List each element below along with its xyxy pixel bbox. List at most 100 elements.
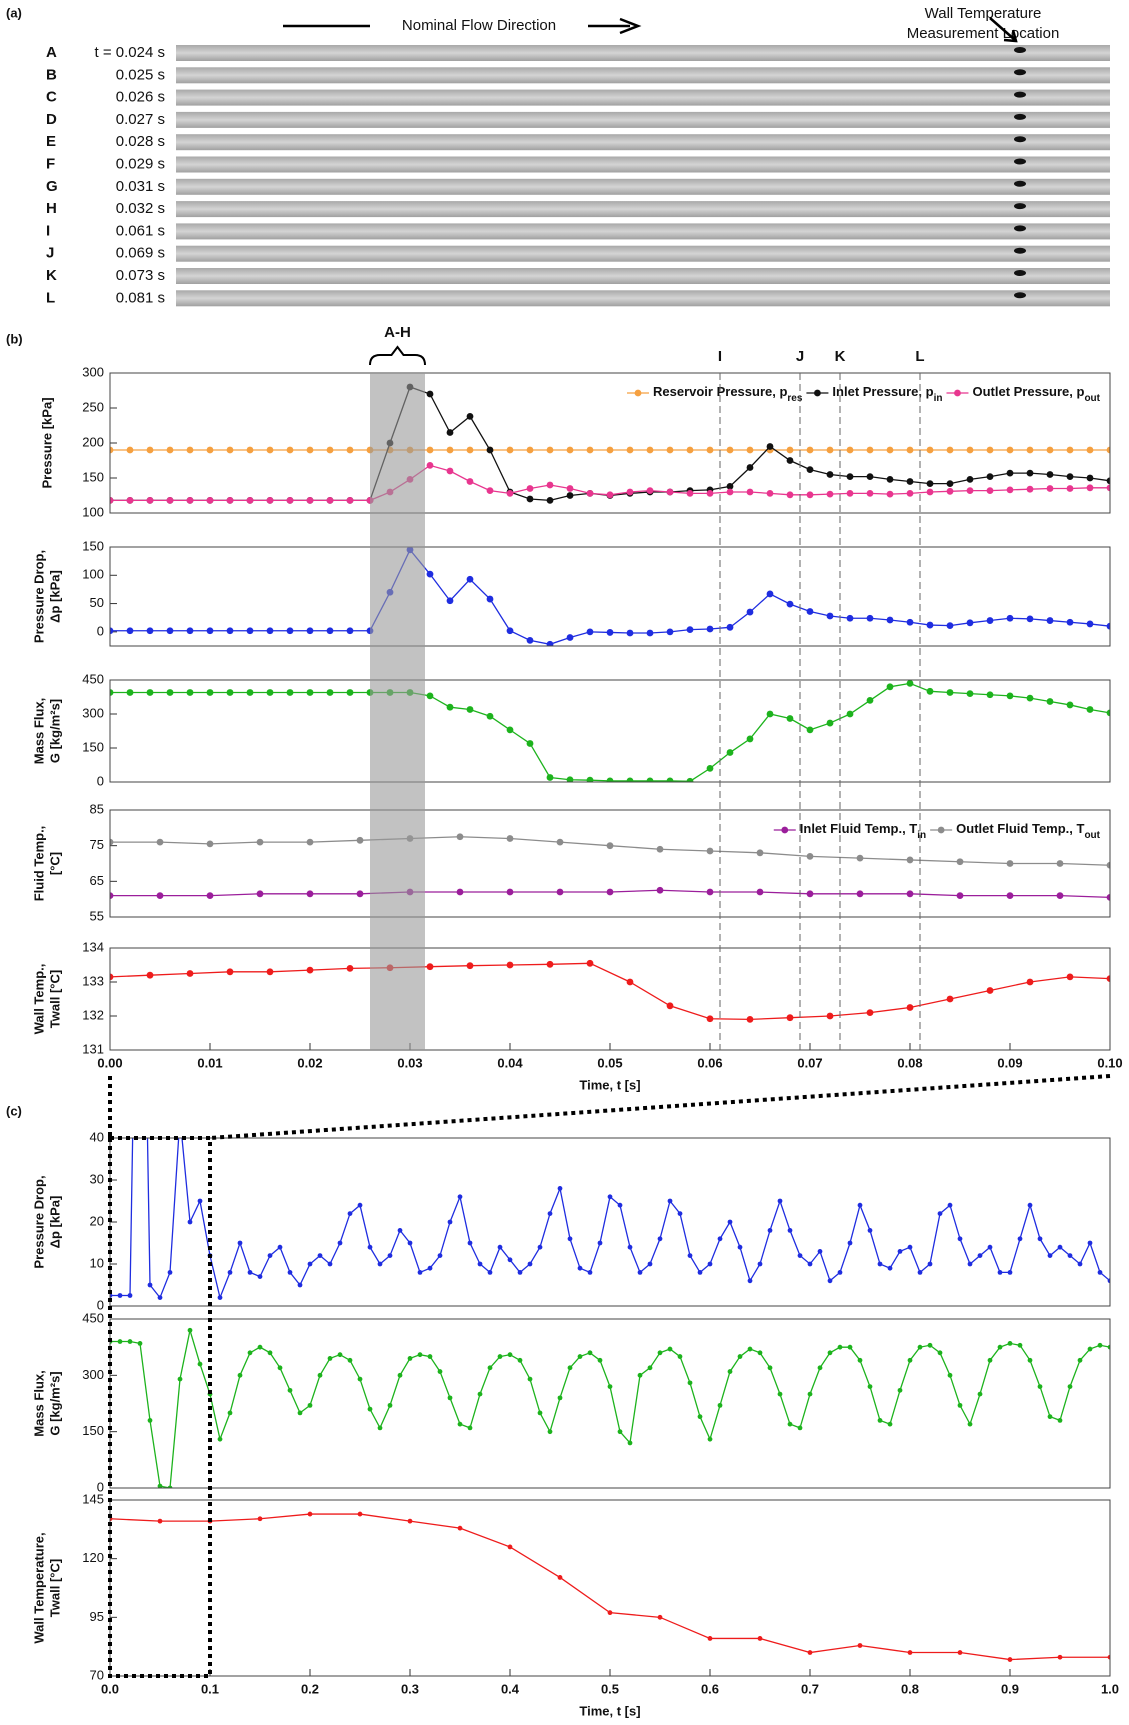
- data-point: [257, 1516, 263, 1522]
- data-point: [166, 497, 174, 504]
- data-point: [246, 446, 254, 454]
- data-point: [607, 1610, 613, 1616]
- data-point: [637, 1372, 643, 1378]
- data-point: [697, 1414, 703, 1420]
- data-point: [1056, 892, 1064, 899]
- data-point: [666, 777, 674, 782]
- data-point: [1066, 701, 1074, 709]
- data-point: [917, 1270, 923, 1275]
- data-point: [256, 838, 264, 846]
- data-point: [667, 1346, 673, 1352]
- data-point: [656, 845, 664, 853]
- data-point: [626, 446, 634, 454]
- row-letter: F: [46, 155, 55, 172]
- data-point: [947, 1372, 953, 1378]
- x-tick-label: 0.07: [797, 1055, 822, 1070]
- data-point: [526, 740, 534, 747]
- thermocouple: [1014, 136, 1026, 143]
- data-point: [446, 429, 454, 436]
- row-time: 0.026 s: [116, 89, 165, 106]
- data-point: [826, 1012, 834, 1020]
- data-point: [487, 1270, 493, 1275]
- data-point: [607, 1384, 613, 1389]
- data-point: [446, 446, 454, 454]
- data-point: [377, 1425, 383, 1431]
- row-letter: G: [46, 178, 58, 195]
- data-point: [746, 1016, 754, 1023]
- data-point: [506, 835, 514, 842]
- data-point: [777, 1198, 783, 1204]
- data-point: [326, 446, 334, 454]
- data-point: [526, 485, 534, 492]
- data-point: [717, 1402, 723, 1408]
- data-point: [906, 856, 914, 864]
- data-point: [906, 490, 914, 497]
- data-point: [977, 1253, 983, 1258]
- data-point: [906, 618, 914, 626]
- data-point: [586, 490, 594, 497]
- data-point: [586, 776, 594, 782]
- legend-label: Reservoir Pressure, pres: [653, 384, 803, 404]
- data-point: [957, 1650, 963, 1655]
- data-point: [826, 471, 834, 478]
- data-point: [706, 625, 714, 633]
- data-point: [866, 614, 874, 622]
- data-point: [986, 691, 994, 699]
- data-point: [507, 1544, 513, 1550]
- data-point: [1046, 446, 1054, 454]
- data-point: [986, 987, 994, 994]
- data-point: [946, 487, 954, 495]
- data-point: [726, 446, 734, 454]
- data-point: [307, 1511, 313, 1517]
- y-tick-label: 145: [82, 1491, 104, 1506]
- legend-label: Outlet Pressure, pout: [972, 384, 1100, 404]
- y-tick-label: 300: [82, 705, 104, 720]
- x-tick-label: 0.2: [301, 1681, 319, 1696]
- data-point: [586, 446, 594, 454]
- data-point: [267, 1253, 273, 1258]
- data-point: [797, 1425, 803, 1431]
- data-point: [1007, 1341, 1013, 1346]
- data-point: [846, 614, 854, 622]
- data-point: [866, 473, 874, 480]
- data-point: [306, 966, 314, 974]
- data-point: [1006, 469, 1014, 477]
- thermocouple: [1014, 180, 1026, 187]
- data-point: [1077, 1357, 1083, 1363]
- data-point: [706, 765, 714, 772]
- plot-area: [110, 1319, 1110, 1488]
- data-point: [657, 1614, 663, 1620]
- x-tick-label: 0.05: [597, 1055, 622, 1070]
- y-axis-label: Wall Temp.,: [31, 964, 46, 1035]
- y-tick-label: 133: [82, 973, 104, 988]
- data-point: [806, 491, 814, 499]
- x-tick-label: 0.06: [697, 1055, 722, 1070]
- data-point: [1026, 485, 1034, 493]
- x-tick-label: 0.02: [297, 1055, 322, 1070]
- data-point: [546, 774, 554, 781]
- data-point: [1066, 473, 1074, 480]
- data-point: [1106, 975, 1110, 982]
- data-point: [237, 1372, 243, 1378]
- data-point: [346, 965, 354, 972]
- data-point: [767, 1228, 773, 1233]
- data-point: [786, 491, 794, 499]
- data-point: [197, 1361, 203, 1367]
- data-point: [337, 1240, 343, 1246]
- y-tick-label: 150: [82, 739, 104, 754]
- data-point: [326, 689, 334, 696]
- y-axis-label: Twall [°C]: [47, 970, 62, 1028]
- data-point: [627, 1244, 633, 1250]
- event-label: L: [915, 348, 924, 365]
- y-axis-label: G [kg/m²s]: [47, 1371, 62, 1435]
- thermocouple: [1014, 292, 1026, 299]
- data-point: [206, 446, 214, 454]
- data-point: [146, 497, 154, 504]
- y-axis-label: Pressure Drop,: [31, 1175, 46, 1268]
- data-point: [226, 689, 234, 696]
- data-point: [286, 497, 294, 504]
- data-point: [967, 1421, 973, 1427]
- data-point: [126, 446, 134, 454]
- data-point: [867, 1228, 873, 1233]
